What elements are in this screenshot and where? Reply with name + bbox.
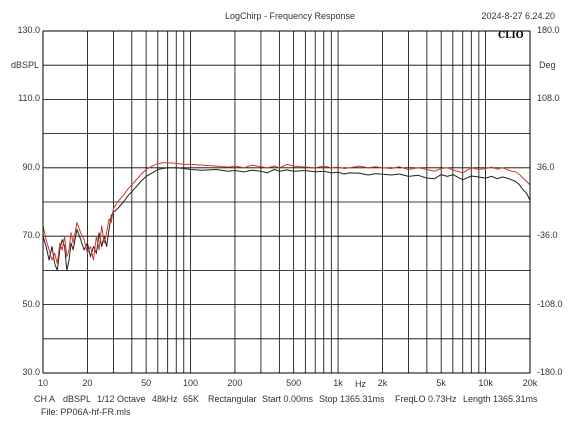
- y-tick-label: 110.0: [18, 93, 40, 104]
- x-tick-label: 10: [37, 378, 48, 388]
- x-tick-label: 1k: [333, 378, 343, 388]
- x-tick-label: 2k: [377, 378, 388, 388]
- smoothing-label: 1/12 Octave: [97, 394, 146, 404]
- start-label: Start 0.00ms: [262, 394, 314, 404]
- x-axis-label: Hz: [355, 379, 366, 389]
- y-tick-label: 90.0: [22, 161, 40, 172]
- timestamp: 2024-8-27 6.24.20: [481, 11, 555, 21]
- x-tick-label: 50: [141, 378, 152, 388]
- window-label: Rectangular: [208, 394, 257, 404]
- y-tick-label: 130.0: [17, 25, 40, 35]
- grid: [43, 31, 530, 373]
- y2-tick-label: 180.0: [537, 25, 560, 35]
- clio-logo: CLIO: [498, 31, 524, 41]
- y2-tick-label: -180.0: [537, 367, 563, 377]
- chart-title: LogChirp - Frequency Response: [224, 11, 356, 21]
- length-label: Length 1365.31ms: [463, 394, 538, 404]
- x-tick-label: 5k: [436, 378, 446, 388]
- file-label: File: PP06A-hf-FR.mls: [41, 407, 131, 417]
- unit-label: dBSPL: [63, 394, 92, 404]
- size-label: 65K: [183, 394, 200, 404]
- y-axis-label: dBSPL: [11, 60, 40, 70]
- y2-axis-label: Deg: [539, 60, 556, 70]
- y-tick-label: 30.0: [22, 367, 40, 377]
- x-tick-label: 500: [286, 378, 302, 388]
- curves: [42, 162, 531, 271]
- y2-tick-label: -36.0: [537, 230, 558, 241]
- y2-tick-label: -108.0: [537, 298, 563, 309]
- x-tick-label: 20: [82, 378, 93, 388]
- freqlo-label: FreqLO 0.73Hz: [395, 394, 457, 404]
- x-tick-label: 10k: [478, 378, 493, 388]
- response-curve-2: [42, 162, 531, 265]
- y-tick-label: 50.0: [22, 298, 40, 309]
- x-tick-label: 200: [227, 378, 243, 388]
- x-tick-label: 20k: [522, 378, 538, 388]
- y-tick-label: 70.0: [22, 230, 40, 241]
- y2-tick-label: 36.0: [537, 161, 555, 172]
- sample-rate-label: 48kHz: [152, 394, 178, 404]
- x-tick-label: 100: [183, 378, 199, 388]
- plot-frame: [42, 30, 531, 374]
- response-curve-1: [42, 167, 531, 271]
- channel-label: CH A: [34, 394, 56, 404]
- stop-label: Stop 1365.31ms: [319, 394, 385, 404]
- y2-tick-label: 108.0: [537, 93, 560, 104]
